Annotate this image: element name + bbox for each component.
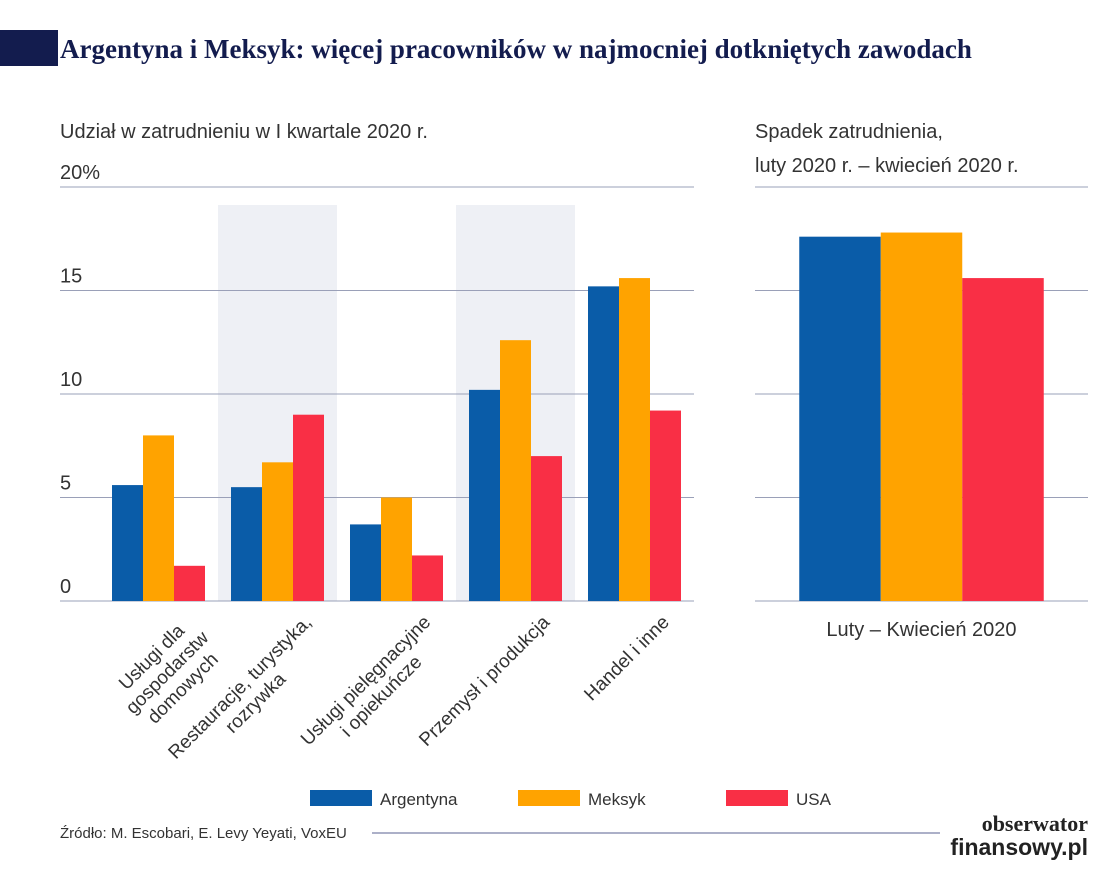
legend-swatch	[726, 790, 788, 806]
bar	[174, 565, 205, 601]
y-tick-label: 10	[60, 369, 82, 391]
bar	[293, 414, 324, 601]
bar	[962, 278, 1044, 601]
source: Źródło: M. Escobari, E. Levy Yeyati, Vox…	[60, 825, 347, 842]
subtitle: Spadek zatrudnienia,	[755, 121, 943, 143]
logo-bottom: finansowy.pl	[950, 834, 1088, 860]
bar	[588, 286, 619, 601]
legend-swatch	[518, 790, 580, 806]
bar	[112, 485, 143, 601]
bar	[469, 389, 500, 601]
bar	[650, 410, 681, 601]
legend-label: USA	[796, 790, 832, 809]
subtitle: Udział w zatrudnieniu w I kwartale 2020 …	[60, 121, 428, 143]
bar	[880, 232, 963, 602]
bar	[262, 462, 293, 601]
y-tick-label: 0	[60, 576, 71, 598]
y-tick-label: 5	[60, 473, 71, 495]
bar	[619, 278, 650, 601]
bar	[143, 435, 174, 601]
title: Argentyna i Meksyk: więcej pracowników w…	[60, 34, 972, 64]
bar	[350, 524, 381, 601]
legend-label: Argentyna	[380, 790, 458, 809]
x-tick-label: Luty – Kwiecień 2020	[826, 619, 1016, 641]
legend-label: Meksyk	[588, 790, 646, 809]
bar	[500, 340, 531, 601]
bar	[381, 497, 412, 601]
y-tick-label: 15	[60, 266, 82, 288]
y-tick-label: 20%	[60, 162, 100, 184]
title-marker	[0, 30, 58, 66]
legend-swatch	[310, 790, 372, 806]
subtitle: luty 2020 r. – kwiecień 2020 r.	[755, 155, 1019, 177]
bar	[799, 236, 881, 601]
bar	[531, 456, 562, 601]
logo-top: obserwator	[982, 811, 1089, 836]
bar	[231, 487, 262, 601]
bar	[412, 555, 443, 601]
